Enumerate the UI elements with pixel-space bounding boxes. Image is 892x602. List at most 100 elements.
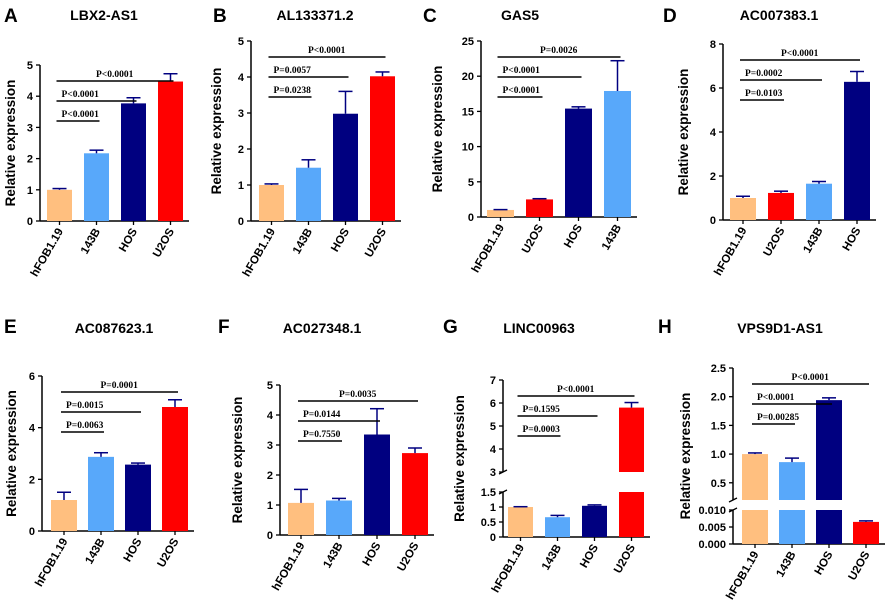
panel-h: H VPS9D1-AS1 Relative expression 0.000 0.005… — [658, 317, 885, 602]
y-tick-label: 4 — [238, 72, 245, 84]
y-tick-label: 0.000 — [698, 539, 726, 551]
x-tick-label: U2OS — [156, 536, 182, 569]
bar-u2os — [370, 76, 395, 221]
bar-143b — [545, 517, 570, 537]
bar-hos — [844, 81, 870, 220]
panel-letter: C — [423, 6, 437, 27]
p-value-label: P<0.0001 — [792, 373, 830, 383]
y-tick-label: 2 — [27, 154, 33, 166]
y-tick-label: 1.5 — [481, 487, 496, 499]
y-tick-label: 1 — [238, 180, 244, 192]
panel-e: E AC087623.1 Relative expression 0 2 4 6 hFOB1.… — [4, 317, 194, 589]
y-tick-label: 1 — [490, 502, 496, 514]
y-tick-label: 2 — [29, 474, 35, 486]
p-value-label: P=0.0026 — [540, 46, 578, 56]
bar-hos — [565, 108, 592, 217]
bar-hfob1-19 — [508, 507, 533, 537]
panel-letter: D — [663, 6, 677, 27]
p-value-label: P=0.0002 — [745, 69, 783, 79]
bar-hos — [121, 103, 146, 221]
y-axis-label: Relative expression — [452, 395, 467, 522]
y-axis-label: Relative expression — [678, 393, 693, 520]
x-tick-label: U2OS — [520, 222, 546, 255]
bar-hos-lower — [816, 510, 842, 544]
panel-title: LINC00963 — [503, 320, 575, 336]
x-tick-label: hFOB1.19 — [270, 541, 307, 593]
y-tick-label: 2 — [238, 144, 244, 156]
bar-hfob1-19 — [51, 500, 77, 531]
y-tick-label: 1 — [267, 500, 273, 512]
y-tick-label: 0 — [29, 526, 35, 538]
p-value-label: P=0.0001 — [101, 381, 139, 391]
bar-hos — [333, 113, 358, 221]
y-tick-label: 20 — [462, 71, 474, 83]
panel-title: AC027348.1 — [283, 320, 362, 336]
bar-hfob1-19-lower — [742, 510, 768, 544]
x-tick-label: U2OS — [151, 226, 177, 259]
bar-143b — [326, 500, 352, 535]
y-tick-label: 4 — [29, 423, 36, 435]
p-value-label: P<0.0001 — [503, 86, 541, 96]
p-value-label: P<0.0001 — [557, 385, 595, 395]
x-tick-label: U2OS — [396, 540, 422, 573]
y-tick-label: 2.5 — [711, 363, 726, 375]
y-tick-label: 3 — [490, 467, 496, 479]
x-tick-label: hFOB1.19 — [490, 543, 527, 595]
panel-g: G LINC00963 Relative expression 0 0.5 1 1.5 3 4 5… — [443, 317, 650, 595]
y-tick-label: 25 — [462, 36, 474, 48]
x-tick-label: 143B — [540, 543, 564, 573]
y-tick-label: 7 — [490, 375, 496, 387]
bar-hfob1-19 — [288, 502, 314, 535]
x-tick-label: hFOB1.19 — [29, 227, 66, 279]
x-tick-label: hFOB1.19 — [470, 223, 507, 275]
y-tick-label: 0 — [267, 530, 273, 542]
y-tick-label: 15 — [462, 106, 474, 118]
x-tick-label: HOS — [813, 549, 836, 577]
p-value-label: P=0.0103 — [745, 89, 783, 99]
bar-hos — [125, 464, 151, 531]
p-value-label: P<0.0001 — [503, 66, 541, 76]
p-value-label: P=0.0238 — [274, 86, 312, 96]
panel-title: AC007383.1 — [740, 7, 819, 23]
p-value-label: P=0.0144 — [303, 410, 341, 420]
y-tick-label: 0.5 — [711, 478, 726, 490]
y-axis-label: Relative expression — [430, 66, 445, 193]
y-tick-label: 0 — [710, 215, 716, 227]
x-tick-label: hFOB1.19 — [33, 537, 70, 589]
y-tick-label: 0 — [27, 216, 33, 228]
bar-u2os — [853, 521, 879, 544]
y-tick-label: 5 — [468, 177, 474, 189]
p-value-label: P<0.0001 — [96, 70, 134, 80]
y-tick-label: 4 — [27, 91, 34, 103]
y-tick-label: 0 — [468, 212, 474, 224]
y-tick-label: 3 — [27, 122, 33, 134]
bar-143b — [604, 90, 631, 217]
bar-u2os — [768, 192, 794, 220]
y-axis-label: Relative expression — [676, 69, 691, 196]
y-tick-label: 6 — [29, 371, 35, 383]
panel-title: GAS5 — [501, 7, 539, 23]
y-axis-label: Relative expression — [230, 397, 245, 524]
bar-u2os — [158, 81, 183, 221]
bar-hos — [816, 400, 842, 500]
bar-hfob1-19 — [730, 198, 756, 220]
x-tick-label: U2OS — [847, 549, 873, 582]
y-tick-label: 3 — [267, 440, 273, 452]
p-value-label: P=0.0035 — [339, 390, 377, 400]
p-value-label: P=0.00285 — [757, 413, 799, 423]
x-tick-label: hFOB1.19 — [712, 226, 749, 278]
bar-hfob1-19 — [259, 185, 284, 221]
y-axis-label: Relative expression — [3, 80, 18, 207]
y-tick-label: 10 — [462, 142, 474, 154]
panel-letter: F — [218, 317, 230, 338]
bar-u2os — [402, 453, 428, 535]
bar-143b — [88, 456, 114, 531]
y-tick-label: 1 — [27, 185, 33, 197]
bar-hos — [364, 434, 390, 535]
y-tick-label: 5 — [238, 36, 244, 48]
bar-u2os — [526, 199, 553, 217]
bar-u2os-lower — [619, 492, 644, 537]
p-value-label: P<0.0001 — [781, 49, 819, 59]
p-value-label: P=0.0015 — [66, 401, 104, 411]
